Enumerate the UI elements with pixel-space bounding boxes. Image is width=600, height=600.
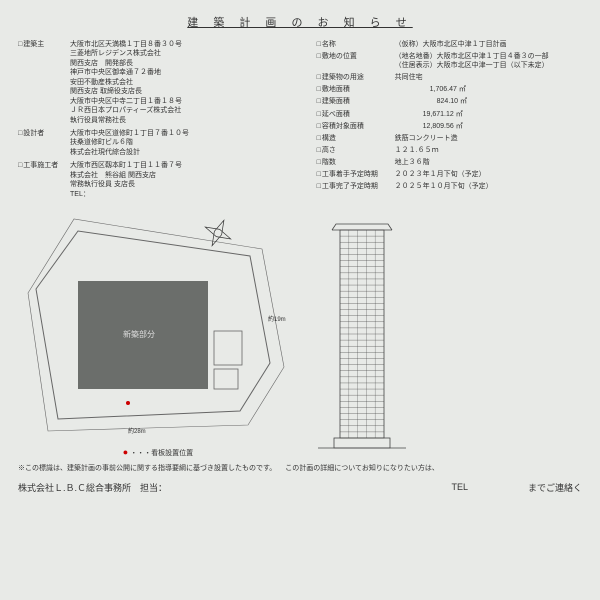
value: 地上３６階 bbox=[395, 158, 582, 167]
tower-elevation bbox=[312, 216, 412, 458]
footer: 株式会社Ｌ.Ｂ.Ｃ総合事務所 担当： TEL までご連絡く bbox=[18, 481, 582, 494]
svg-text:約28m: 約28m bbox=[128, 427, 146, 435]
value: 共同住宅 bbox=[395, 73, 582, 82]
label: 建築面積 bbox=[317, 97, 395, 106]
site-plan-svg: 新築部分約28m 約19m bbox=[18, 211, 298, 441]
legend-text: ・・・看板設置位置 bbox=[130, 450, 193, 457]
label: 敷地の位置 bbox=[317, 52, 395, 70]
value: 鉄筋コンクリート造 bbox=[395, 134, 582, 143]
value: １２１.６５ｍ bbox=[395, 146, 582, 155]
site-plan: 新築部分約28m 約19m ● ・・・看板設置位置 bbox=[18, 211, 298, 458]
footer-tail: までご連絡く bbox=[528, 481, 582, 494]
value: 大阪市北区天満橋１丁目８番３０号 三菱地所レジデンス株式会社 関西支店 開発部長… bbox=[70, 40, 297, 125]
value: 大阪市西区靱本町１丁目１１番７号 株式会社 熊谷組 関西支店 常務執行役員 支店… bbox=[70, 161, 297, 199]
left-column: 建築主大阪市北区天満橋１丁目８番３０号 三菱地所レジデンス株式会社 関西支店 開… bbox=[18, 40, 297, 203]
label: 高さ bbox=[317, 146, 395, 155]
value: ２０２５年１０月下旬（予定） bbox=[395, 182, 582, 191]
label: 敷地面積 bbox=[317, 85, 395, 94]
row-owner: 建築主大阪市北区天満橋１丁目８番３０号 三菱地所レジデンス株式会社 関西支店 開… bbox=[18, 40, 297, 125]
legend-dot: ● bbox=[123, 447, 128, 457]
row-use: 建築物の用途共同住宅 bbox=[317, 73, 582, 82]
row-height: 高さ１２１.６５ｍ bbox=[317, 146, 582, 155]
value: 1,706.47 ㎡ bbox=[395, 85, 582, 94]
value: 19,671.12 ㎡ bbox=[395, 110, 582, 119]
label: 階数 bbox=[317, 158, 395, 167]
tel-label: TEL bbox=[451, 482, 468, 492]
svg-text:新築部分: 新築部分 bbox=[123, 329, 155, 339]
page-title: 建 築 計 画 の お 知 ら せ bbox=[18, 14, 582, 30]
row-site-area: 敷地面積 1,706.47 ㎡ bbox=[317, 85, 582, 94]
legend: ● ・・・看板設置位置 bbox=[18, 447, 298, 458]
row-volume: 容積対象面積 12,809.56 ㎡ bbox=[317, 122, 582, 131]
row-name: 名称（仮称）大阪市北区中津１丁目計画 bbox=[317, 40, 582, 49]
value: 12,809.56 ㎡ bbox=[395, 122, 582, 131]
tower-svg bbox=[312, 216, 412, 456]
columns: 建築主大阪市北区天満橋１丁目８番３０号 三菱地所レジデンス株式会社 関西支店 開… bbox=[18, 40, 582, 203]
value: ２０２３年１月下旬（予定） bbox=[395, 170, 582, 179]
row-floor-area: 延べ面積 19,671.12 ㎡ bbox=[317, 110, 582, 119]
label: 工事着手予定時期 bbox=[317, 170, 395, 179]
label: 建築主 bbox=[18, 40, 70, 125]
row-contractor: 工事施工者大阪市西区靱本町１丁目１１番７号 株式会社 熊谷組 関西支店 常務執行… bbox=[18, 161, 297, 199]
value: （仮称）大阪市北区中津１丁目計画 bbox=[395, 40, 582, 49]
label: 工事完了予定時期 bbox=[317, 182, 395, 191]
label: 名称 bbox=[317, 40, 395, 49]
label: 延べ面積 bbox=[317, 110, 395, 119]
label: 容積対象面積 bbox=[317, 122, 395, 131]
row-structure: 構造鉄筋コンクリート造 bbox=[317, 134, 582, 143]
label: 設計者 bbox=[18, 129, 70, 157]
row-building-area: 建築面積 824.10 ㎡ bbox=[317, 97, 582, 106]
row-end: 工事完了予定時期２０２５年１０月下旬（予定） bbox=[317, 182, 582, 191]
row-start: 工事着手予定時期２０２３年１月下旬（予定） bbox=[317, 170, 582, 179]
footer-company: 株式会社Ｌ.Ｂ.Ｃ総合事務所 担当： bbox=[18, 481, 167, 494]
right-column: 名称（仮称）大阪市北区中津１丁目計画敷地の位置（地名地番）大阪市北区中津１丁目４… bbox=[317, 40, 582, 203]
value: 824.10 ㎡ bbox=[395, 97, 582, 106]
diagrams: 新築部分約28m 約19m ● ・・・看板設置位置 bbox=[18, 211, 582, 458]
label: 工事施工者 bbox=[18, 161, 70, 199]
label: 構造 bbox=[317, 134, 395, 143]
value: （地名地番）大阪市北区中津１丁目４番３の一部 （住居表示）大阪市北区中津一丁目（… bbox=[395, 52, 582, 70]
value: 大阪市中央区道修町１丁目７番１０号 扶桑道修町ビル６階 株式会社現代綜合設計 bbox=[70, 129, 297, 157]
label: 建築物の用途 bbox=[317, 73, 395, 82]
row-location: 敷地の位置（地名地番）大阪市北区中津１丁目４番３の一部 （住居表示）大阪市北区中… bbox=[317, 52, 582, 70]
footer-tel: TEL bbox=[451, 482, 468, 492]
row-floors: 階数地上３６階 bbox=[317, 158, 582, 167]
row-designer: 設計者大阪市中央区道修町１丁目７番１０号 扶桑道修町ビル６階 株式会社現代綜合設… bbox=[18, 129, 297, 157]
note: この標識は、建築計画の事前公開に関する指導要綱に基づき設置したものです。 この計… bbox=[18, 464, 582, 475]
svg-text:約19m: 約19m bbox=[268, 315, 286, 323]
